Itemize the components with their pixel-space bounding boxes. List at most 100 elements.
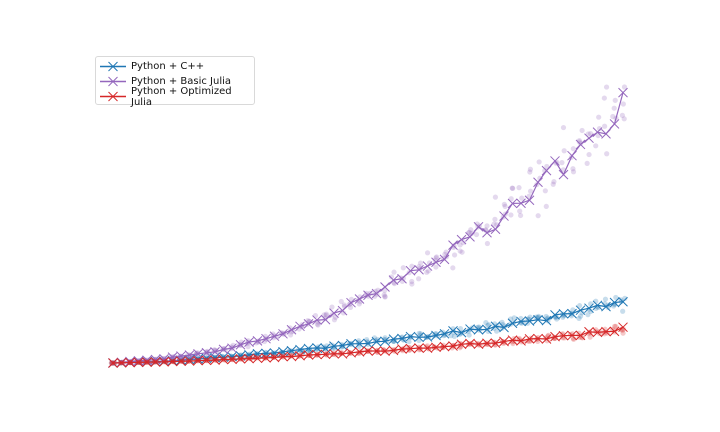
series-1-point: [508, 212, 514, 218]
series-2-marker-stroke-b: [363, 346, 373, 356]
series-1-point: [603, 84, 610, 90]
series-1-point: [527, 166, 534, 172]
series-1-point: [561, 148, 567, 154]
series-2-marker-stroke-b: [125, 357, 135, 368]
series-2-marker: [473, 339, 484, 350]
series-0-marker: [414, 332, 424, 343]
series-1-point: [433, 264, 439, 270]
series-0-marker-stroke-b: [524, 316, 535, 326]
series-2-marker-stroke-b: [218, 354, 229, 365]
series-1-marker-stroke-b: [244, 337, 254, 347]
legend-item-0: Python + C++: [100, 59, 254, 74]
series-2-marker: [507, 335, 518, 345]
series-2-marker-stroke-b: [397, 344, 407, 354]
series-2-marker: [541, 334, 552, 344]
series-1-point: [356, 301, 362, 307]
series-1-marker: [142, 355, 152, 366]
series-2-point: [545, 333, 551, 339]
series-1-marker-stroke-b: [363, 290, 373, 301]
series-1-marker: [405, 265, 416, 276]
series-0-marker-stroke-b: [329, 341, 339, 352]
series-1-marker-stroke-b: [235, 339, 246, 350]
series-2-marker-stroke-b: [567, 330, 577, 341]
series-0-marker-stroke-b: [405, 331, 416, 342]
legend-swatch-marker-2-stroke-b: [108, 91, 118, 102]
series-1-marker-stroke-b: [167, 352, 178, 362]
series-1-marker: [507, 198, 518, 209]
series-0-point: [577, 313, 584, 319]
series-1-point: [451, 252, 458, 258]
series-1-marker-stroke-b: [397, 273, 407, 284]
series-2-marker-stroke-b: [278, 351, 288, 362]
series-2-marker: [371, 346, 382, 356]
legend-swatch-1: [100, 76, 126, 87]
series-1-point: [450, 265, 456, 271]
series-0-marker-stroke-b: [499, 322, 509, 333]
series-0-point: [500, 322, 506, 328]
series-1-marker-stroke-b: [346, 297, 356, 308]
series-1-marker-stroke-b: [490, 224, 501, 235]
series-1-marker-stroke-b: [261, 333, 271, 344]
series-0-marker-stroke-b: [346, 338, 356, 349]
series-0-marker: [533, 314, 543, 325]
series-2-marker: [261, 353, 271, 363]
series-1-marker: [227, 343, 237, 354]
series-2-marker-stroke-b: [371, 346, 382, 356]
legend-label-1: Python + Basic Julia: [131, 76, 232, 87]
series-0-marker-stroke-b: [584, 303, 594, 314]
series-1-marker: [303, 319, 314, 329]
series-0-point: [620, 308, 626, 314]
series-1-marker-stroke-b: [210, 347, 220, 357]
series-1-point: [315, 322, 321, 328]
series-0-marker: [184, 354, 195, 365]
series-2-marker: [269, 352, 280, 363]
series-1-marker-stroke-b: [609, 119, 620, 129]
series-1-marker: [431, 257, 441, 268]
series-2-marker: [465, 338, 475, 349]
series-2-point: [620, 330, 626, 336]
series-2-marker-stroke-b: [150, 357, 161, 367]
series-2-marker: [235, 354, 246, 364]
series-2-marker-stroke-b: [252, 353, 263, 364]
series-2-marker: [516, 336, 526, 346]
series-2-marker: [312, 349, 322, 360]
series-0-marker-stroke-b: [193, 354, 203, 364]
series-0-marker: [337, 340, 348, 351]
series-1-point: [416, 276, 422, 282]
series-2-marker: [456, 339, 467, 350]
series-0-marker: [346, 338, 356, 349]
series-1-point: [519, 195, 525, 201]
series-1-marker: [380, 282, 390, 292]
series-2-marker-stroke-b: [235, 354, 246, 364]
series-1-marker: [541, 165, 552, 176]
series-1-marker: [167, 352, 178, 362]
series-0-marker: [567, 308, 577, 319]
series-0-marker: [482, 324, 492, 335]
series-2-marker: [337, 349, 348, 359]
series-2-marker: [159, 356, 169, 367]
series-2-point: [587, 334, 593, 340]
series-1-point: [535, 213, 541, 219]
series-0-marker: [439, 328, 450, 339]
series-2-marker-stroke-b: [405, 343, 416, 354]
series-1-point: [543, 203, 549, 210]
series-1-marker: [601, 128, 611, 139]
series-0-marker-stroke-b: [609, 297, 620, 308]
series-2-marker-stroke-b: [286, 351, 297, 362]
series-1-point: [527, 169, 533, 175]
series-1-marker-stroke-b: [516, 198, 526, 209]
legend-swatch-marker-0: [108, 61, 118, 72]
series-1-point: [604, 151, 610, 157]
series-1-point: [287, 332, 294, 338]
series-1-marker-stroke-b: [507, 198, 518, 209]
series-1-marker-stroke-b: [584, 133, 594, 144]
series-1-marker-stroke-b: [618, 87, 628, 98]
series-2-marker-stroke-b: [380, 346, 390, 357]
series-1-point: [502, 203, 508, 209]
series-1-point: [560, 124, 567, 131]
series-2-marker-stroke-b: [303, 350, 314, 360]
series-1-marker: [422, 261, 433, 271]
series-2-marker: [567, 330, 577, 341]
series-0-marker: [516, 316, 526, 327]
